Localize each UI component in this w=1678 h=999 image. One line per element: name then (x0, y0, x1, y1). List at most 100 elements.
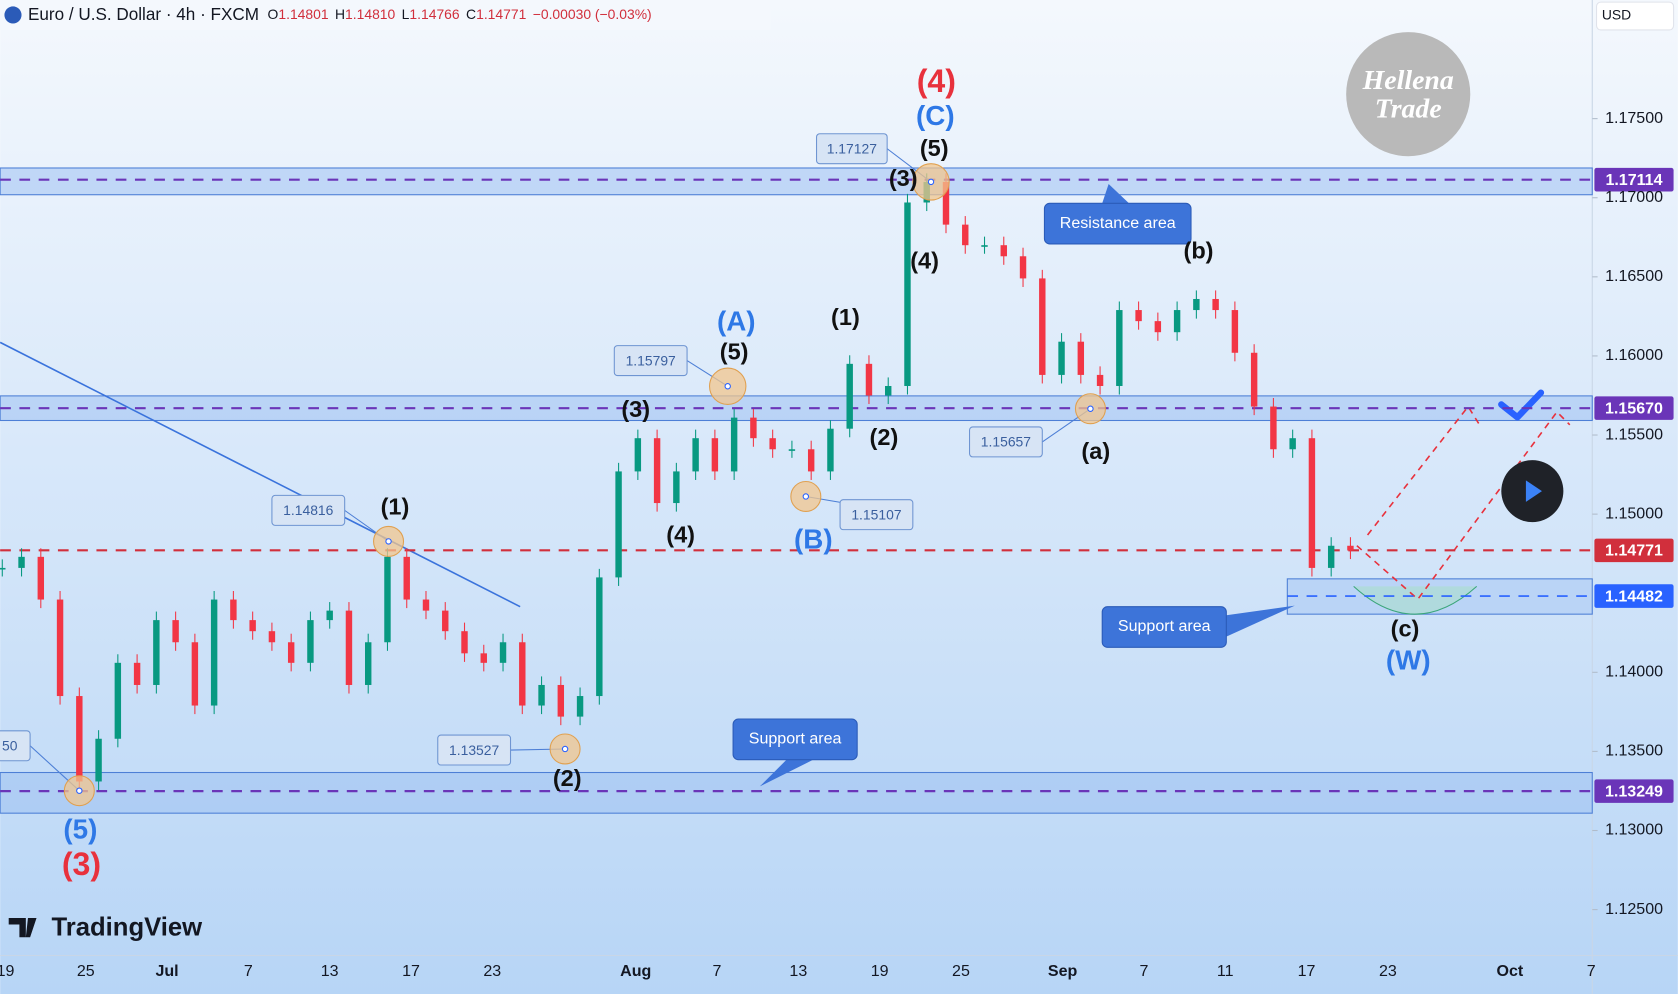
high: 1.14810 (345, 6, 395, 22)
price-tag-label: 1.13249 (1605, 782, 1663, 800)
y-tick-label: 1.14000 (1605, 663, 1663, 681)
y-tick-label: 1.16000 (1605, 346, 1663, 364)
pivot-dot (802, 493, 810, 500)
candle (692, 438, 699, 472)
symbol-icon (4, 6, 22, 24)
callout-box (839, 499, 914, 531)
candle (326, 610, 333, 621)
l-label: L (402, 6, 410, 22)
o-label: O (268, 6, 279, 22)
y-tick-label: 1.13500 (1605, 742, 1663, 760)
x-tick-label: 23 (483, 962, 501, 980)
candle (1250, 352, 1258, 407)
support-zone (0, 771, 1593, 814)
low: 1.14766 (409, 6, 459, 22)
candle (1077, 341, 1085, 375)
price-tag (1594, 167, 1674, 192)
candle (230, 599, 237, 621)
x-tick-label: 25 (77, 962, 95, 980)
price-tag (1594, 538, 1674, 563)
x-tick-label: 7 (244, 962, 253, 980)
x-tick-label: 7 (1587, 962, 1596, 980)
note-box (1101, 606, 1227, 648)
candle (538, 684, 545, 706)
wave-label: (a) (1081, 438, 1110, 464)
candle (1173, 310, 1181, 333)
price-tag (1594, 396, 1674, 420)
wave-label: (1) (381, 493, 410, 519)
pivot-dot (724, 383, 731, 390)
wave-label: (3) (62, 846, 101, 882)
callout-label: 1.14816 (283, 502, 333, 518)
candle (653, 438, 661, 504)
header: Euro / U.S. Dollar · 4h · FXCM O1.14801 H1… (28, 4, 652, 23)
x-tick-label: 7 (713, 962, 722, 980)
wave-label: (2) (870, 424, 899, 450)
note-label: Resistance area (1060, 214, 1176, 232)
candle (153, 620, 160, 685)
base-arc (1353, 585, 1478, 615)
pivot-dot (1087, 405, 1094, 412)
watermark-circle (1346, 32, 1471, 157)
h-label: H (335, 6, 345, 22)
resistance-zone (0, 167, 1593, 196)
candle (788, 449, 796, 451)
candle (1019, 256, 1027, 279)
candle (384, 556, 391, 643)
callout-label: 1.13527 (449, 742, 499, 758)
callout-label: 1.15107 (851, 506, 901, 522)
wave-label: (5) (920, 135, 949, 161)
x-tick-label: 23 (1379, 962, 1397, 980)
callout-box (0, 730, 31, 762)
callout-box (815, 133, 888, 165)
candle (37, 556, 45, 600)
candle (480, 653, 487, 663)
currency: USD (1602, 7, 1631, 23)
x-tick-label: 13 (789, 962, 807, 980)
brand: TradingView (52, 914, 203, 942)
candle (673, 471, 680, 504)
candle (499, 642, 507, 663)
candle (596, 577, 603, 697)
candle (249, 620, 256, 632)
x-tick-label: Jul (155, 962, 178, 980)
play-icon (1525, 480, 1542, 502)
annotations: Hellena Trade Euro / U.S. Dollar · 4h · … (0, 0, 1675, 942)
candle (807, 449, 815, 472)
projection (1356, 410, 1571, 601)
candle (730, 417, 738, 472)
candle (287, 642, 295, 663)
candle (345, 610, 353, 685)
wave-label: (5) (720, 338, 749, 364)
wave-label: (5) (63, 814, 97, 845)
callout-box (271, 494, 346, 526)
close: 1.14771 (476, 6, 526, 22)
candle (981, 245, 988, 247)
wave-label: (1) (831, 304, 860, 330)
pivot-dot (561, 745, 569, 753)
x-tick-label: 19 (0, 962, 14, 980)
candle (1308, 438, 1316, 568)
candle (942, 181, 950, 225)
candle (210, 599, 218, 706)
candle (403, 556, 410, 600)
candle (846, 363, 853, 429)
wave-label: (2) (553, 765, 582, 791)
candle (1039, 278, 1046, 375)
candle (904, 202, 911, 386)
x-tick-label: 17 (1298, 962, 1316, 980)
candle (18, 556, 25, 568)
zones (0, 167, 1593, 814)
candle (172, 620, 179, 643)
candle (1347, 545, 1354, 551)
candle (1058, 341, 1065, 375)
symbol: Euro / U.S. Dollar · 4h · FXCM (28, 4, 259, 23)
candle (1327, 545, 1335, 568)
candle (1193, 298, 1200, 311)
candle (268, 631, 276, 643)
wave-label: (A) (717, 305, 756, 336)
candle (114, 662, 122, 739)
x-tick-label: 11 (1217, 962, 1234, 980)
currency-box[interactable] (1596, 1, 1675, 31)
